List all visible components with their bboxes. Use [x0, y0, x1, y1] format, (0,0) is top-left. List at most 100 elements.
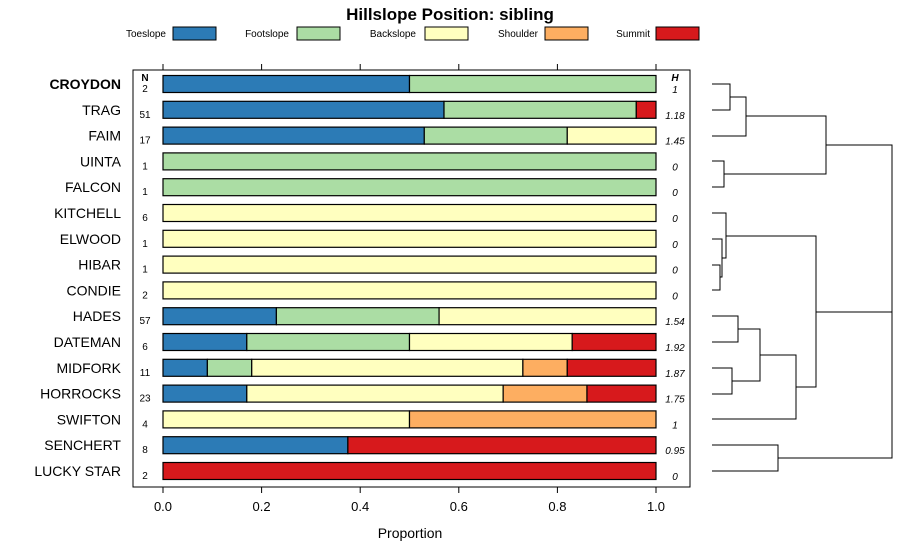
row-label-elwood: ELWOOD	[60, 231, 121, 247]
dendrogram	[712, 83, 893, 472]
row-label-lucky-star: LUCKY STAR	[34, 463, 121, 479]
legend-label-summit: Summit	[616, 29, 650, 40]
bar-segment-senchert-toeslope	[162, 436, 349, 455]
bar-kitchell	[162, 203, 657, 223]
bar-segment-horrocks-backslope	[246, 384, 504, 403]
bar-segment-hades-footslope	[275, 307, 440, 326]
n-value-swifton: 4	[142, 419, 148, 430]
bar-croydon	[162, 74, 657, 94]
bar-segment-uinta-footslope	[162, 152, 657, 171]
bar-hibar	[162, 255, 657, 274]
h-value-dateman: 1.92	[665, 343, 685, 354]
dendrogram-branch-hades-dateman	[712, 315, 739, 343]
bars	[162, 74, 657, 481]
n-value-elwood: 1	[142, 239, 148, 250]
h-value-hades: 1.54	[665, 317, 685, 328]
dendrogram-branch-kitchell	[712, 212, 727, 259]
h-value-condie: 0	[672, 291, 678, 302]
bar-segment-croydon-toeslope	[162, 74, 411, 94]
n-value-senchert: 8	[142, 445, 148, 456]
bar-segment-lucky-star-summit	[162, 461, 657, 481]
dendrogram-branch-midfork-horrocks	[712, 367, 733, 395]
bar-segment-swifton-backslope	[162, 410, 411, 429]
row-label-falcon: FALCON	[65, 179, 121, 195]
n-value-kitchell: 6	[142, 213, 148, 224]
legend-label-backslope: Backslope	[370, 29, 417, 40]
bar-segment-faim-toeslope	[162, 126, 425, 145]
row-label-trag: TRAG	[82, 102, 121, 118]
bar-midfork	[162, 358, 657, 377]
bar-segment-kitchell-backslope	[162, 203, 657, 223]
row-label-kitchell: KITCHELL	[54, 205, 121, 221]
h-value-horrocks: 1.75	[665, 395, 685, 406]
h-value-falcon: 0	[672, 188, 678, 199]
legend-label-footslope: Footslope	[245, 29, 289, 40]
bar-segment-midfork-shoulder	[522, 358, 568, 377]
dendrogram-branch-hdmh	[732, 328, 761, 382]
row-label-senchert: SENCHERT	[44, 437, 121, 453]
bar-horrocks	[162, 384, 657, 403]
n-header: N	[141, 73, 148, 84]
bar-segment-midfork-toeslope	[162, 358, 208, 377]
x-axis: 0.0 0.2 0.4 0.6 0.8 1.0	[154, 64, 665, 514]
row-label-faim: FAIM	[88, 128, 121, 144]
bar-swifton	[162, 410, 657, 429]
n-value-midfork: 11	[140, 368, 151, 379]
bar-segment-horrocks-toeslope	[162, 384, 248, 403]
bar-dateman	[162, 332, 657, 352]
bar-segment-dateman-toeslope	[162, 332, 248, 352]
row-label-swifton: SWIFTON	[57, 411, 121, 427]
bar-segment-condie-backslope	[162, 281, 657, 300]
bar-segment-trag-footslope	[443, 100, 637, 119]
bar-elwood	[162, 229, 657, 248]
n-value-horrocks: 23	[139, 394, 151, 405]
h-value-senchert: 0.95	[665, 446, 685, 457]
legend-label-shoulder: Shoulder	[498, 29, 539, 40]
bar-segment-dateman-backslope	[408, 332, 573, 352]
bar-senchert	[162, 436, 657, 455]
h-value-kitchell: 0	[672, 214, 678, 225]
n-value-hades: 57	[139, 316, 151, 327]
h-value-hibar: 0	[672, 266, 678, 277]
n-value-faim: 17	[139, 136, 151, 147]
bar-segment-midfork-summit	[566, 358, 657, 377]
n-value-hibar: 1	[142, 265, 148, 276]
plot-frame	[132, 69, 691, 488]
bar-segment-trag-toeslope	[162, 100, 445, 119]
n-value-trag: 51	[139, 110, 151, 121]
h-value-faim: 1.45	[665, 137, 685, 148]
legend-swatch-backslope	[424, 26, 469, 41]
h-value-elwood: 0	[672, 240, 678, 251]
n-value-falcon: 1	[142, 187, 148, 198]
dendrogram-branch-ct-faim	[712, 96, 747, 137]
h-value-trag: 1.18	[665, 111, 685, 122]
h-value-midfork: 1.87	[665, 369, 685, 380]
bar-segment-swifton-shoulder	[408, 410, 657, 429]
row-labels: CROYDON 2 1 TRAG 51 1.18 FAIM 17 1.45 UINTA 1 0 FALC…	[34, 76, 685, 483]
bar-segment-faim-footslope	[423, 126, 568, 145]
bar-trag	[162, 100, 657, 119]
bar-hades	[162, 307, 657, 326]
bar-segment-elwood-backslope	[162, 229, 657, 248]
bar-uinta	[162, 152, 657, 171]
chart-title: Hillslope Position: sibling	[346, 5, 554, 24]
n-value-condie: 2	[142, 290, 148, 301]
bar-segment-dateman-footslope	[246, 332, 411, 352]
bar-segment-faim-backslope	[566, 126, 657, 145]
row-label-hades: HADES	[73, 308, 121, 324]
n-value-uinta: 1	[142, 161, 148, 172]
row-label-condie: CONDIE	[67, 282, 121, 298]
h-value-croydon: 1	[672, 85, 678, 96]
row-label-dateman: DATEMAN	[54, 334, 121, 350]
x-tick-label: 0.4	[351, 499, 369, 514]
bar-falcon	[162, 178, 657, 197]
bar-segment-horrocks-summit	[586, 384, 657, 403]
h-value-uinta: 0	[672, 162, 678, 173]
legend-label-toeslope: Toeslope	[126, 29, 166, 40]
legend-swatch-summit	[655, 26, 700, 41]
bar-segment-falcon-footslope	[162, 178, 657, 197]
bar-segment-croydon-footslope	[408, 74, 657, 94]
row-label-midfork: MIDFORK	[56, 360, 121, 376]
legend-swatch-shoulder	[544, 26, 589, 41]
